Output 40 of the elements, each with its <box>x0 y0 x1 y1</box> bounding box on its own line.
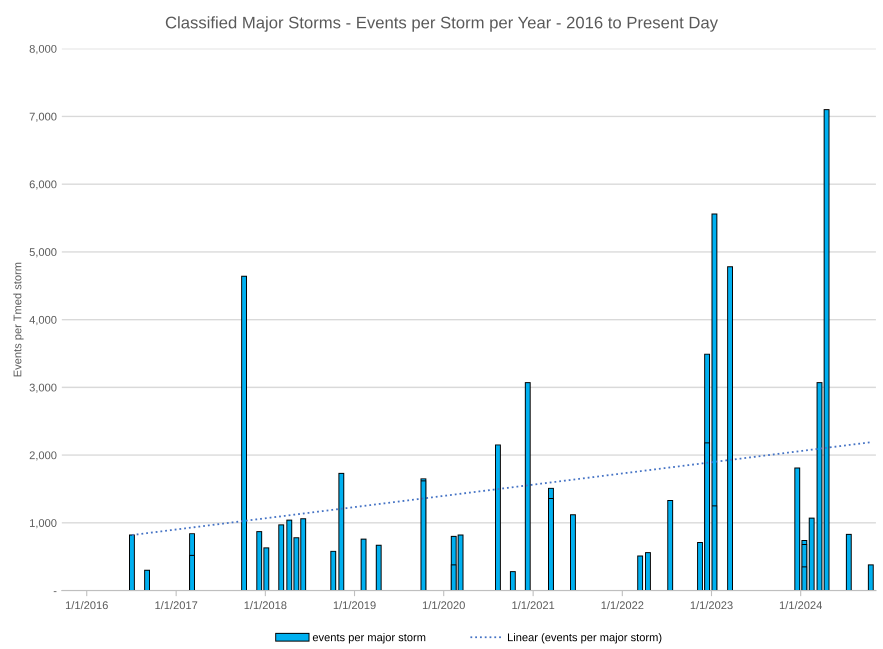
bar <box>338 472 344 591</box>
bar <box>510 571 516 591</box>
bar <box>144 570 150 591</box>
bar <box>129 534 135 591</box>
legend-label: events per major storm <box>312 633 426 644</box>
bar <box>278 524 284 591</box>
bar <box>524 382 531 591</box>
y-tick-label: 1,000 <box>30 519 57 528</box>
y-tick-label: 3,000 <box>30 384 57 393</box>
y-axis-title: Events per Tmed storm <box>13 262 24 376</box>
x-tick-label: 1/1/2024 <box>780 601 822 610</box>
x-tick-label: 1/1/2020 <box>422 601 465 610</box>
y-tick-label: - <box>54 591 56 592</box>
y-tick-label: 5,000 <box>30 248 57 258</box>
x-tick-label: 1/1/2017 <box>155 601 198 610</box>
bar <box>495 444 501 591</box>
bar <box>727 266 733 591</box>
bar <box>360 538 366 591</box>
bar <box>376 544 382 591</box>
y-tick-label: 4,000 <box>29 316 57 326</box>
bar <box>868 564 874 591</box>
bar <box>667 500 674 591</box>
chart-title: Classified Major Storms - Events per Storm per Year - 2016 to Present Day <box>166 16 718 32</box>
bar <box>330 550 336 591</box>
bar <box>846 534 852 591</box>
x-tick-label: 1/1/2021 <box>512 601 554 610</box>
x-tick-label: 1/1/2022 <box>602 601 644 610</box>
y-tick-label: 8,000 <box>30 44 57 54</box>
y-tick-label: 2,000 <box>30 451 57 461</box>
x-tick-label: 1/1/2019 <box>334 601 376 610</box>
bar <box>637 556 644 591</box>
bar <box>241 276 248 591</box>
legend-label: Linear (events per major storm) <box>508 633 662 644</box>
bar <box>645 552 651 591</box>
x-tick-label: 1/1/2023 <box>690 601 733 610</box>
y-tick-label: 7,000 <box>30 112 57 122</box>
bar <box>570 514 576 591</box>
x-tick-label: 1/1/2016 <box>66 601 108 610</box>
x-tick-label: 1/1/2018 <box>244 601 286 610</box>
y-tick-label: 6,000 <box>30 180 57 190</box>
